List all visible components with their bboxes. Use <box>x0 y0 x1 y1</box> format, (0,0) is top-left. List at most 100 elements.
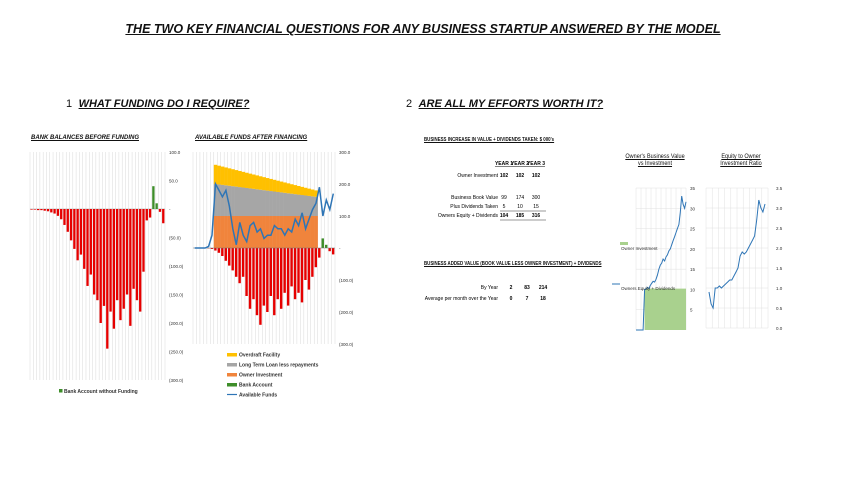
loan-bar <box>293 194 298 216</box>
overdraft-bar <box>238 170 242 188</box>
bar <box>83 209 86 269</box>
loan-bar <box>283 192 287 216</box>
y-tick-label: (50.0) <box>169 236 181 241</box>
loan-bar <box>244 187 249 216</box>
overdraft-bar <box>307 188 311 196</box>
bank-account-bar <box>325 244 328 248</box>
loan-bar <box>269 191 273 216</box>
y-tick-label: - <box>169 207 171 212</box>
y-tick-label: 2.0 <box>776 246 783 251</box>
bar <box>30 209 33 210</box>
loan-bar <box>262 190 266 216</box>
loan-bar <box>272 191 277 216</box>
loan-bar <box>251 188 256 216</box>
bank-account-bar <box>290 248 293 287</box>
bank-account-bar <box>238 248 241 284</box>
overdraft-bar <box>258 176 263 190</box>
loan-bar <box>310 196 315 216</box>
bar <box>89 209 92 275</box>
overdraft-bar <box>262 177 266 191</box>
owner-investment-bar <box>227 216 232 248</box>
owner-investment-bar <box>248 216 253 248</box>
bank-account-bar <box>318 248 321 258</box>
overdraft-bar <box>300 186 305 196</box>
overdraft-bar <box>310 189 315 197</box>
table-cell: 83 <box>524 285 530 291</box>
bar <box>119 209 122 321</box>
loan-bar <box>314 196 318 216</box>
bank-account-bar <box>221 248 224 256</box>
loan-bar <box>286 193 291 216</box>
y-tick-label: 30 <box>690 206 696 211</box>
owner-investment-bar <box>286 216 291 248</box>
owner-investment-bar <box>276 216 280 248</box>
y-tick-label: 1.0 <box>776 286 783 291</box>
y-tick-label: 0.0 <box>776 326 783 331</box>
legend-label: Owners Equity + Dividends <box>621 286 676 291</box>
loan-bar <box>213 184 218 216</box>
y-tick-label: 3.0 <box>776 206 783 211</box>
owner-investment-bar <box>265 216 270 248</box>
legend-swatch <box>227 373 237 377</box>
y-tick-label: (300.0) <box>339 342 354 347</box>
section-1-title: WHAT FUNDING DO I REQUIRE? <box>78 98 250 110</box>
bank-account-bar <box>231 248 234 271</box>
table-cell: 174 <box>516 195 525 201</box>
bar <box>36 209 40 211</box>
bank-account-bar <box>228 248 231 266</box>
y-tick-label: 300.0 <box>339 150 351 155</box>
overdraft-bar <box>251 174 256 189</box>
bar <box>132 209 135 289</box>
y-tick-label: - <box>339 246 341 251</box>
overdraft-bar <box>269 178 273 192</box>
owner-investment-bar <box>293 216 298 248</box>
page-title: THE TWO KEY FINANCIAL QUESTIONS FOR ANY … <box>125 22 721 36</box>
y-tick-label: (100.0) <box>169 264 184 269</box>
y-tick-label: (200.0) <box>339 310 354 315</box>
bar <box>56 209 60 216</box>
business-value-chart: 35 30 25 20 15 10 5 Owner Investment Owners Equi… <box>612 186 696 331</box>
y-tick-label: (150.0) <box>169 293 184 298</box>
y-tick-label: 3.5 <box>776 186 783 191</box>
bar <box>122 209 125 309</box>
bank-account-bar <box>300 248 304 303</box>
bank-account-bar <box>210 248 214 249</box>
overdraft-bar <box>224 167 228 186</box>
overdraft-bar <box>255 175 260 190</box>
table-row-label: Owner Investment <box>457 173 498 179</box>
legend-label: Overdraft Facility <box>239 353 280 359</box>
bank-account-bar <box>279 248 283 309</box>
overdraft-bar <box>293 185 298 195</box>
owner-investment-bar <box>269 216 273 248</box>
owner-investment-bar <box>224 216 228 248</box>
bank-account-bar <box>214 248 217 251</box>
overdraft-bar <box>217 165 221 185</box>
loan-bar <box>307 195 311 216</box>
owner-investment-bar <box>310 216 315 248</box>
y-tick-label: 25 <box>690 227 696 232</box>
bank-account-bar <box>304 248 307 280</box>
owner-investment-bar <box>314 216 318 248</box>
bar <box>96 209 99 301</box>
owner-investment-bar <box>283 216 287 248</box>
bar <box>79 209 83 255</box>
loan-bar <box>255 189 260 216</box>
overdraft-bar <box>234 170 239 187</box>
owner-investment-bar <box>303 216 308 248</box>
table-cell: 316 <box>532 213 541 219</box>
section-2-title: ARE ALL MY EFFORTS WORTH IT? <box>418 98 604 110</box>
bar <box>66 209 69 232</box>
table-cell: 18 <box>540 296 546 302</box>
bar <box>148 209 152 218</box>
bar <box>102 209 106 306</box>
bank-account-bar <box>331 248 335 255</box>
bar <box>46 209 50 212</box>
table-cell: 185 <box>516 213 525 219</box>
overdraft-bar <box>213 164 218 184</box>
overdraft-bar <box>227 168 232 186</box>
bar <box>33 209 36 210</box>
bank-account-bar <box>234 248 238 277</box>
overdraft-bar <box>248 173 253 189</box>
legend-swatch <box>59 389 63 393</box>
y-tick-label: 1.5 <box>776 266 783 271</box>
